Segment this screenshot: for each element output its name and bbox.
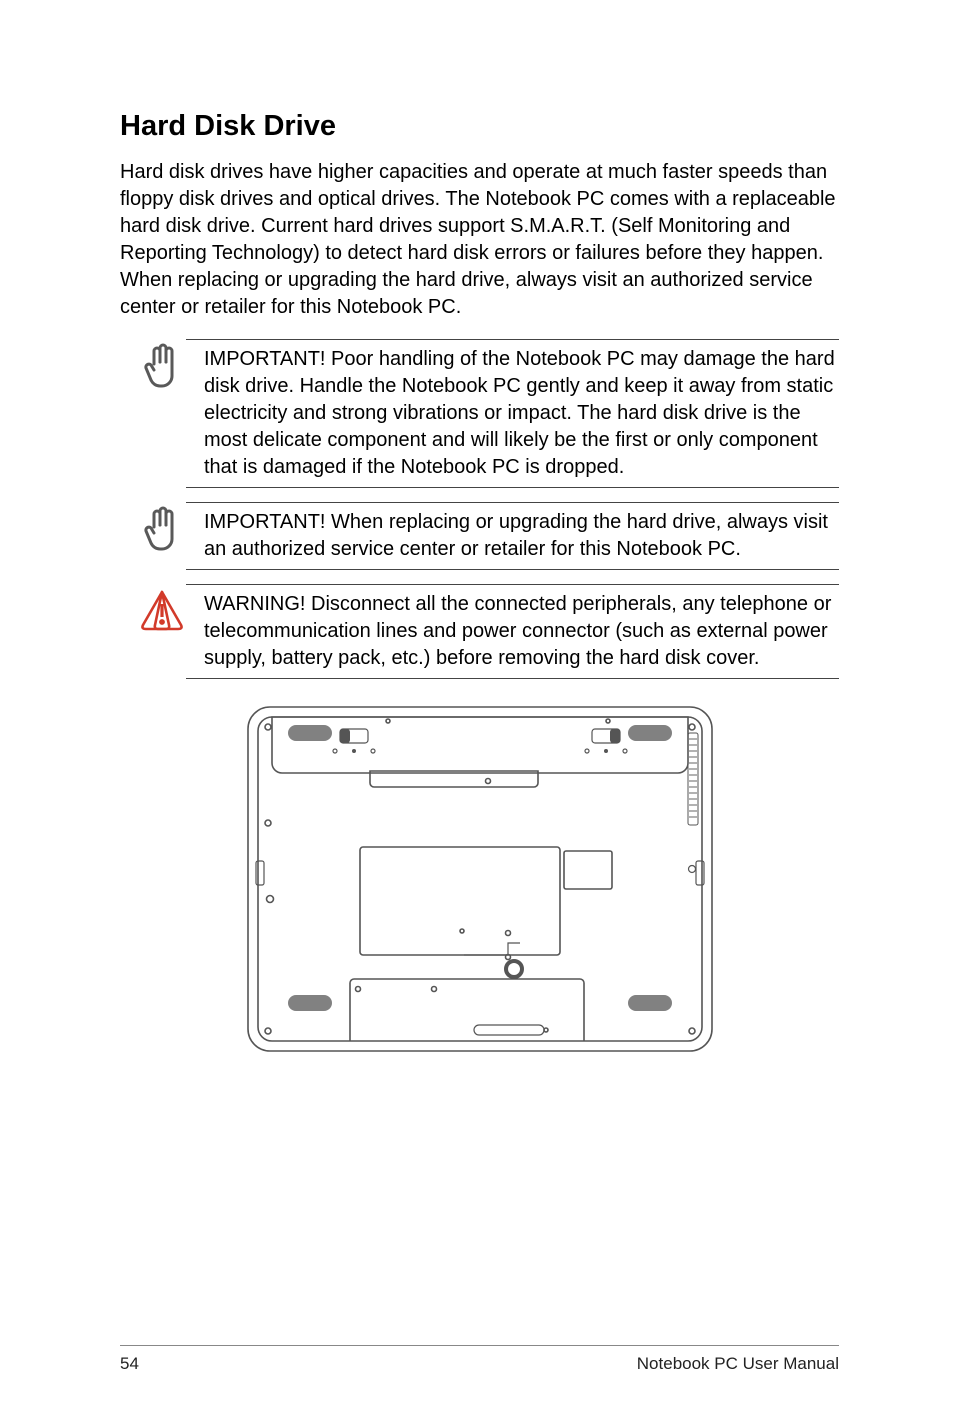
section-body: Hard disk drives have higher capacities … [120,159,839,321]
callout-text: WARNING! Disconnect all the connected pe… [204,585,839,678]
callout-important-1: IMPORTANT! Poor handling of the Notebook… [120,339,839,488]
hand-icon [138,505,186,553]
callout-warning: WARNING! Disconnect all the connected pe… [120,584,839,679]
callout-important-2: IMPORTANT! When replacing or upgrading t… [120,502,839,570]
callout-divider-bottom [186,487,839,488]
section-title: Hard Disk Drive [120,110,839,143]
callout-text: IMPORTANT! Poor handling of the Notebook… [204,340,839,487]
laptop-bottom-diagram [120,699,839,1064]
callout-divider-bottom [186,569,839,570]
callout-text: IMPORTANT! When replacing or upgrading t… [204,503,839,569]
callout-divider-bottom [186,678,839,679]
hand-icon [138,342,186,390]
footer-doc-title: Notebook PC User Manual [637,1354,839,1374]
warning-icon [138,587,186,635]
page-number: 54 [120,1354,139,1374]
page-footer: 54 Notebook PC User Manual [120,1345,839,1374]
